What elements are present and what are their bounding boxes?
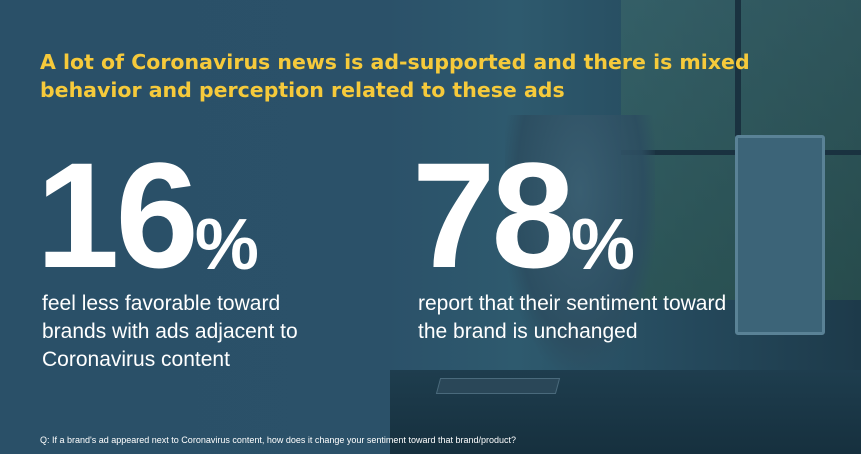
stat-unit: %: [194, 205, 259, 285]
person: [505, 115, 655, 370]
stat-78-percent: 78%: [412, 140, 635, 290]
stat-number: 78: [412, 131, 575, 299]
monitor: [735, 135, 825, 335]
notebook: [435, 378, 561, 394]
stat-number: 16: [36, 131, 199, 299]
headline: A lot of Coronavirus news is ad-supporte…: [40, 50, 750, 102]
footnote: Q: If a brand's ad appeared next to Coro…: [40, 435, 517, 445]
stat-unit: %: [570, 205, 635, 285]
stat-description: feel less favorable toward brands with a…: [42, 292, 298, 371]
stat-description: report that their sentiment toward the b…: [418, 292, 727, 343]
stat-16-percent: 16%: [36, 140, 259, 290]
